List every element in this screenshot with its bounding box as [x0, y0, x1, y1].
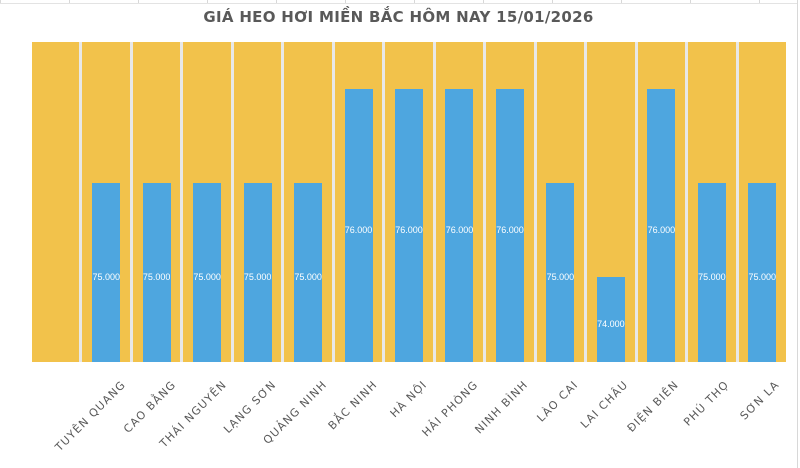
value-bar[interactable]: 75.000: [697, 183, 726, 362]
bar-value-label: 76.000: [395, 224, 423, 235]
category-slot: 75.000: [82, 42, 130, 362]
plot-area: 75.000 75.000 75.000 75.000 75.000 76.000 76.0…: [32, 42, 787, 362]
bar-value-label: 76.000: [647, 224, 676, 235]
value-bar[interactable]: 76.000: [395, 89, 424, 362]
background-bar[interactable]: [32, 42, 80, 362]
value-bar[interactable]: 76.000: [647, 89, 676, 362]
chart-title: GIÁ HEO HƠI MIỀN BẮC HÔM NAY 15/01/2026: [203, 8, 594, 26]
value-bar[interactable]: 75.000: [193, 183, 222, 362]
x-axis-label: TUYÊN QUANG: [52, 378, 129, 454]
category-slot: 74.000: [587, 42, 635, 362]
x-axis-label: PHÚ THỌ: [681, 378, 732, 429]
bar-value-label: 76.000: [344, 224, 373, 235]
value-bar[interactable]: 75.000: [92, 183, 121, 362]
value-bar[interactable]: 74.000: [596, 277, 625, 362]
value-bar[interactable]: 76.000: [495, 89, 524, 362]
category-slot: 76.000: [637, 42, 686, 362]
category-slot: 75.000: [132, 42, 181, 362]
bar-value-label: 75.000: [748, 271, 777, 282]
category-slot: 75.000: [738, 42, 787, 362]
category-slot: 76.000: [385, 42, 433, 362]
value-bar[interactable]: 76.000: [445, 89, 474, 362]
x-axis-label: HÀ NỘI: [388, 378, 431, 421]
value-bar[interactable]: 76.000: [344, 89, 373, 362]
category-slot: 76.000: [334, 42, 383, 362]
bar-value-label: 75.000: [92, 271, 120, 282]
x-axis-label: BẮC NINH: [325, 378, 380, 433]
x-axis-label: SƠN LA: [737, 378, 783, 423]
spreadsheet-gridline-right: [797, 0, 798, 468]
category-slot: 75.000: [233, 42, 282, 362]
value-bar[interactable]: 75.000: [142, 183, 171, 362]
x-axis-label: ĐIỆN BIÊN: [624, 378, 682, 435]
bar-value-label: 75.000: [546, 271, 575, 282]
bar-value-label: 75.000: [294, 271, 322, 282]
category-slot: 76.000: [435, 42, 484, 362]
category-slot: 76.000: [486, 42, 534, 362]
category-slot: 75.000: [536, 42, 585, 362]
bar-value-label: 76.000: [496, 224, 524, 235]
value-bar[interactable]: 75.000: [243, 183, 272, 362]
bar-value-label: 75.000: [698, 271, 726, 282]
x-axis-labels: TUYÊN QUANG CAO BẰNG THÁI NGUYÊN LẠNG SƠN QU…: [32, 378, 786, 468]
value-bar[interactable]: 75.000: [546, 183, 575, 362]
category-slot: 75.000: [284, 42, 332, 362]
value-bar[interactable]: 75.000: [748, 183, 777, 362]
empty-category-slot: [32, 42, 80, 362]
bar-value-label: 76.000: [445, 224, 474, 235]
x-axis-label: LÀO CAI: [534, 378, 581, 425]
category-slot: 75.000: [183, 42, 231, 362]
bar-value-label: 74.000: [597, 318, 625, 329]
category-slot: 75.000: [688, 42, 736, 362]
bar-value-label: 75.000: [193, 271, 221, 282]
bar-value-label: 75.000: [142, 271, 171, 282]
bar-value-label: 75.000: [243, 271, 272, 282]
value-bar[interactable]: 75.000: [294, 183, 323, 362]
spreadsheet-cell-gridlines: [0, 0, 797, 4]
x-axis-label: LAI CHÂU: [578, 378, 632, 431]
